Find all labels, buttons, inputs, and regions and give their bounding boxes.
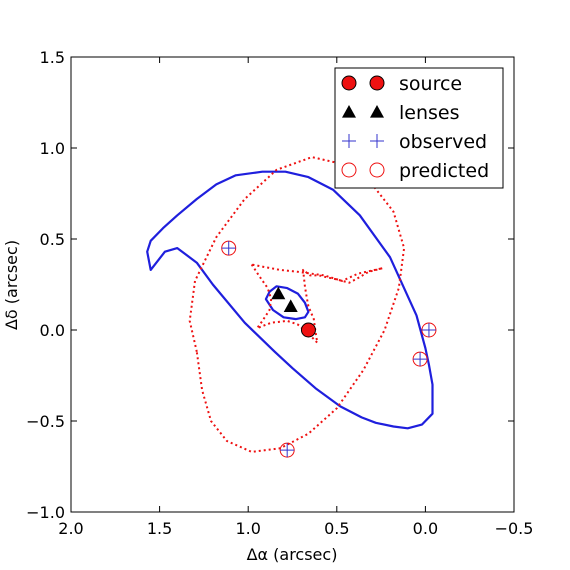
y-tick-label: −0.5 [26, 412, 65, 431]
legend-marker-lenses-a [342, 105, 356, 118]
legend-label-observed: observed [399, 131, 487, 153]
legend-label-lenses: lenses [399, 102, 460, 124]
y-tick-label: 1.0 [40, 139, 65, 158]
y-tick-label: 1.5 [40, 48, 65, 67]
plot-frame [70, 56, 515, 513]
caustic-curve-3 [250, 263, 384, 344]
lens-point [271, 286, 286, 300]
observed-image-point [280, 443, 295, 458]
y-tick-label: 0.0 [40, 321, 65, 340]
x-tick-label: 0.5 [324, 519, 349, 538]
legend: source lenses observed predicted [334, 67, 504, 189]
critical-curve-1 [264, 285, 310, 321]
legend-marker-source-b [369, 75, 385, 91]
points-layer [221, 240, 437, 458]
x-tick-label: 1.0 [235, 519, 260, 538]
legend-marker-observed-b [370, 134, 384, 148]
legend-label-source: source [399, 73, 462, 95]
x-axis-label: Δα (arcsec) [247, 545, 338, 564]
y-axis-label: Δδ (arcsec) [2, 240, 21, 330]
x-tick-label: −0.5 [495, 519, 534, 538]
observed-image-point [221, 241, 236, 256]
observed-image-point [421, 323, 436, 337]
legend-marker-lenses-b [370, 105, 384, 118]
observed-image-point [413, 352, 428, 367]
legend-marker-predicted-b [369, 162, 385, 178]
legend-box [334, 67, 504, 189]
legend-label-predicted: predicted [399, 160, 489, 182]
legend-marker-predicted-a [341, 162, 357, 178]
legend-marker-source-a [341, 75, 357, 91]
x-tick-label: 2.0 [58, 519, 83, 538]
x-tick-label: 1.5 [147, 519, 172, 538]
legend-marker-observed-a [342, 134, 356, 148]
source-point [300, 322, 316, 338]
curves-layer [146, 156, 434, 453]
x-tick-label: 0.0 [413, 519, 438, 538]
lens-point [283, 299, 298, 312]
ticks-layer: 2.0 1.5 1.0 0.5 0.0 −0.5 −1.0 −0.5 0.0 0.5 1.0 1.5 [26, 48, 533, 538]
y-tick-label: 0.5 [40, 230, 65, 249]
critical-curve-0 [146, 170, 434, 430]
y-tick-label: −1.0 [26, 503, 65, 522]
